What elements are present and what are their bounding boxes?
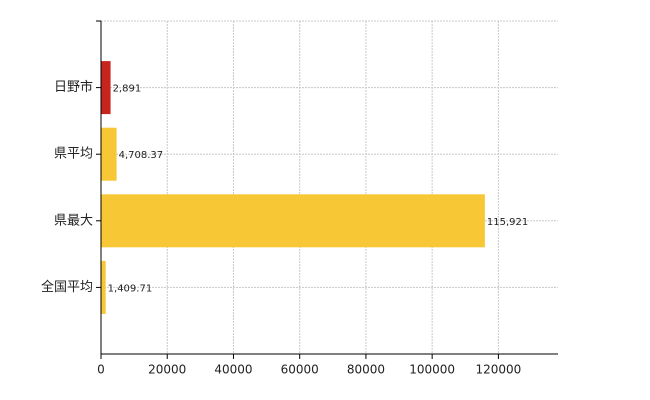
bar bbox=[101, 127, 117, 181]
value-label: 2,891 bbox=[113, 84, 142, 95]
bar bbox=[101, 260, 106, 314]
y-tick-label: 県最大 bbox=[54, 213, 93, 228]
x-tick-label: 60000 bbox=[281, 363, 319, 377]
x-tick-label: 100000 bbox=[409, 363, 455, 377]
y-tick-label: 県平均 bbox=[54, 147, 93, 162]
x-tick-label: 0 bbox=[97, 363, 105, 377]
x-tick-label: 40000 bbox=[214, 363, 252, 377]
x-tick-label: 20000 bbox=[148, 363, 186, 377]
value-label: 115,921 bbox=[487, 217, 528, 228]
x-tick-label: 80000 bbox=[347, 363, 385, 377]
bar bbox=[101, 61, 111, 115]
value-label: 1,409.71 bbox=[108, 283, 153, 294]
bar bbox=[101, 194, 485, 248]
y-tick-label: 日野市 bbox=[54, 79, 93, 95]
y-tick-label: 全国平均 bbox=[41, 279, 93, 295]
value-label: 4,708.37 bbox=[119, 150, 164, 161]
x-tick-label: 120000 bbox=[475, 363, 521, 377]
